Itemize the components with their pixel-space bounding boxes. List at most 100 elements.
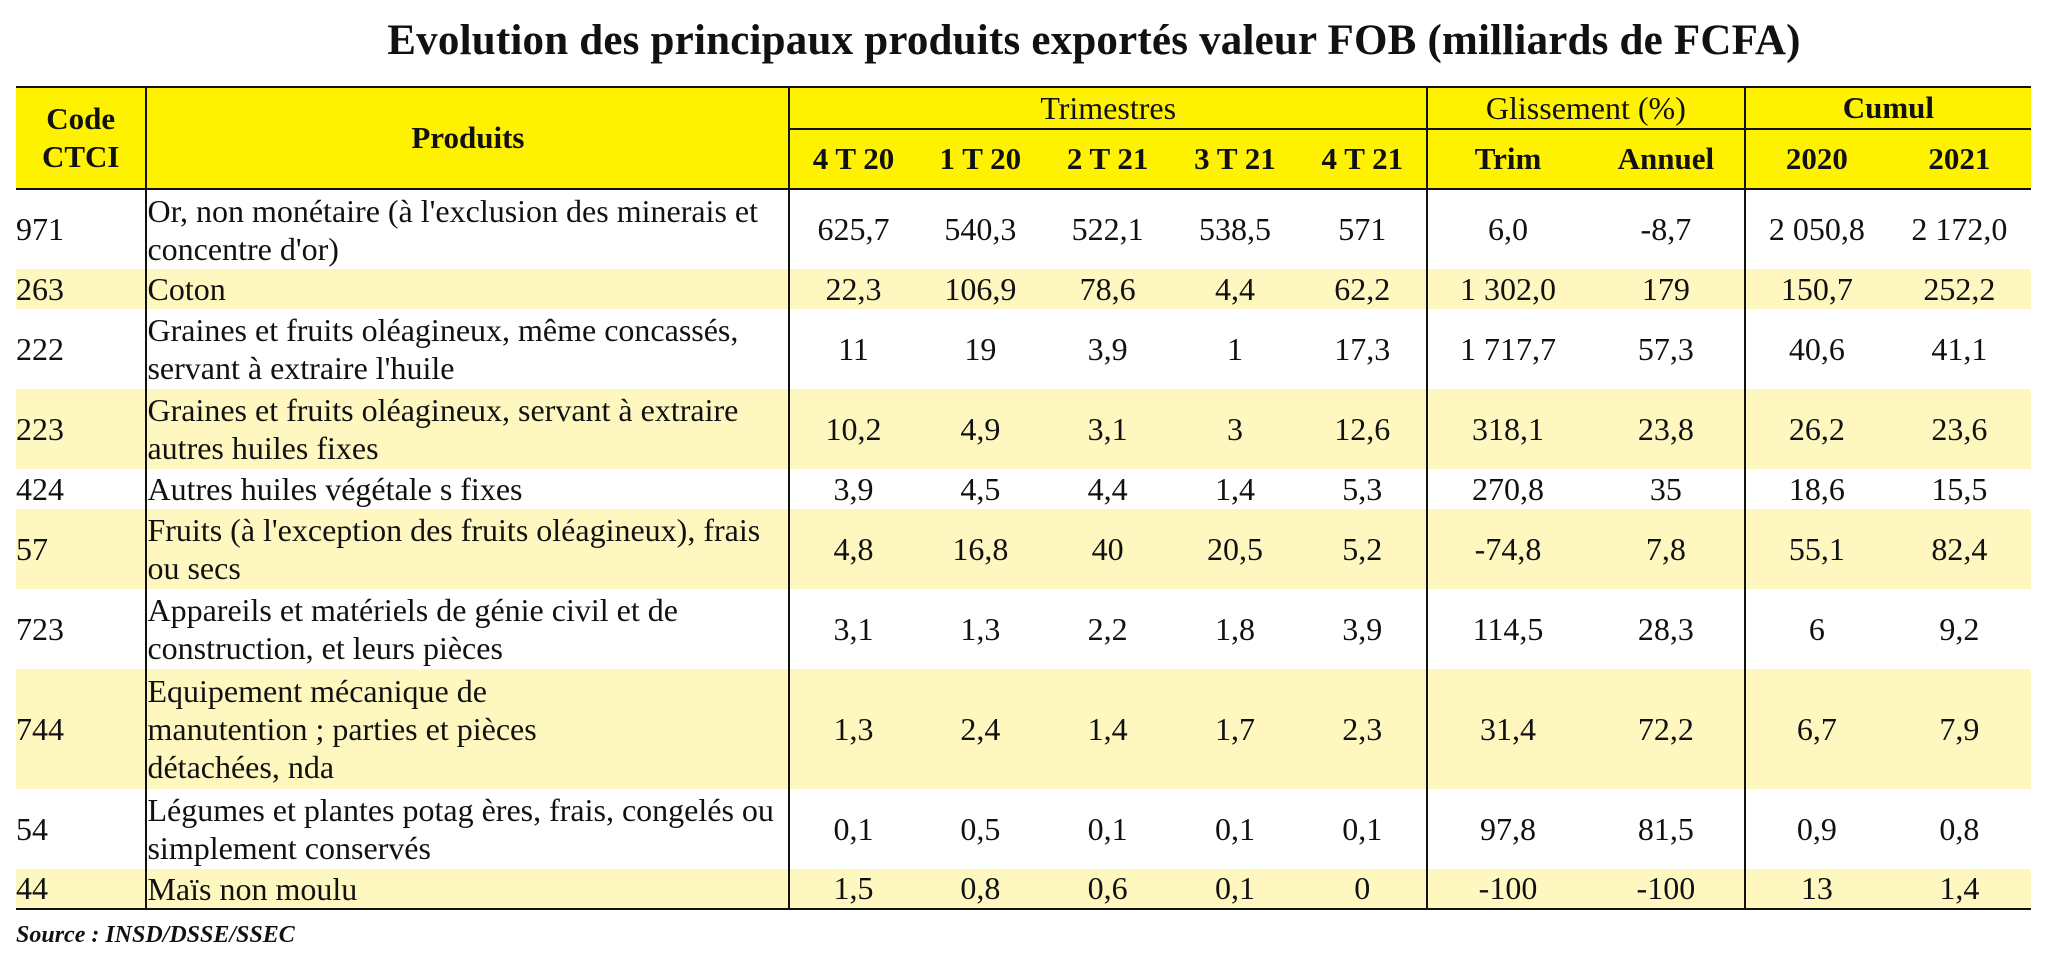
cell-value: 0,6 <box>1043 869 1172 910</box>
cell-value: 15,5 <box>1931 470 1988 507</box>
cell-produit: Autres huiles végétale s fixes <box>146 469 791 509</box>
cell-value: 150,7 <box>1780 270 1853 307</box>
cell-value: 1,4 <box>1087 710 1128 747</box>
cell-value: 10,2 <box>825 410 882 447</box>
cell-value: 17,3 <box>1298 309 1429 389</box>
cell-value: 3,9 <box>1298 589 1429 669</box>
cell-value: 57,3 <box>1587 309 1746 389</box>
cell-code: 263 <box>16 269 148 309</box>
header-sub: Trim <box>1474 141 1542 176</box>
cell-value: 4,8 <box>833 530 874 567</box>
cell-value: 179 <box>1587 269 1746 309</box>
cell-value: 0 <box>1298 869 1429 910</box>
cell-value: 78,6 <box>1079 270 1136 307</box>
cell-value: 35 <box>1587 469 1746 509</box>
cell-value: 114,5 <box>1472 610 1544 647</box>
table-row: 54 Légumes et plantes potag ères, frais,… <box>16 789 2031 869</box>
cell-value: 3,9 <box>833 470 874 507</box>
cell-value: 1,5 <box>789 869 917 910</box>
header-sub: 2021 <box>1928 141 1991 176</box>
header-code: Code CTCI <box>16 86 148 189</box>
cell-value: 1 302,0 <box>1460 270 1556 307</box>
cell-value: 2 050,8 <box>1744 188 1888 269</box>
table-row: 971 Or, non monétaire (à l'exclusion des… <box>16 188 2031 269</box>
cell-produit: Légumes et plantes potag ères, frais, co… <box>146 789 791 869</box>
cell-value: 20,5 <box>1206 530 1263 567</box>
cell-value: 23,6 <box>1931 410 1988 447</box>
cell-value: 4,4 <box>1214 270 1255 307</box>
cell-value: 97,8 <box>1480 810 1536 847</box>
cell-value: 9,2 <box>1939 610 1980 647</box>
table-row: 223 Graines et fruits oléagineux, servan… <box>16 389 2031 469</box>
header-sub: Annuel <box>1587 129 1746 189</box>
cell-value: 40,6 <box>1788 330 1845 367</box>
header-row-groups: Code CTCI Produits Trimestres Glissement… <box>16 86 2031 189</box>
cell-value: 0,9 <box>1796 810 1837 847</box>
cell-value: 81,5 <box>1587 789 1746 869</box>
cell-produit: Graines et fruits oléagineux, même conca… <box>146 309 791 389</box>
cell-value: -100 <box>1427 869 1588 910</box>
cell-code: 971 <box>16 188 148 269</box>
cell-value: 16,8 <box>952 530 1009 567</box>
cell-value: 522,1 <box>1043 188 1172 269</box>
cell-value: 13 <box>1744 869 1888 910</box>
header-sub: 4 T 20 <box>812 141 895 176</box>
table-row: 57 Fruits (à l'exception des fruits oléa… <box>16 509 2031 589</box>
cell-value: 0,1 <box>1214 810 1255 847</box>
cell-value: 31,4 <box>1480 710 1536 747</box>
cell-value: 23,8 <box>1587 389 1746 469</box>
cell-value: 12,6 <box>1298 389 1429 469</box>
cell-value: 571 <box>1298 188 1429 269</box>
cell-produit: Coton <box>146 269 791 309</box>
table-row: 723 Appareils et matériels de génie civi… <box>16 589 2031 669</box>
cell-value: 3 <box>1226 410 1243 447</box>
header-sub: 3 T 21 <box>1194 141 1276 176</box>
cell-value: 1,7 <box>1214 710 1255 747</box>
header-produits: Produits <box>146 86 791 189</box>
table-row: 44 Maïs non moulu 1,5 0,8 0,6 0,1 0 -100… <box>16 869 2031 910</box>
cell-value: 1,4 <box>1214 470 1255 507</box>
cell-value: 2 172,0 <box>1887 188 2031 269</box>
cell-value: 18,6 <box>1788 470 1845 507</box>
cell-value: -8,7 <box>1587 188 1746 269</box>
cell-value: 0,8 <box>916 869 1044 910</box>
header-sub: 1 T 20 <box>939 141 1022 176</box>
cell-value: 1,8 <box>1214 610 1255 647</box>
cell-code: 223 <box>16 389 148 469</box>
cell-code: 222 <box>16 309 148 389</box>
cell-value: 6,7 <box>1796 710 1837 747</box>
cell-value: 6 <box>1808 610 1825 647</box>
cell-value: 1,4 <box>1887 869 2031 910</box>
cell-value: 7,8 <box>1587 509 1746 589</box>
cell-produit: Appareils et matériels de génie civil et… <box>146 589 791 669</box>
cell-code: 723 <box>16 589 148 669</box>
cell-value: 0,8 <box>1939 810 1980 847</box>
cell-code: 424 <box>16 469 148 509</box>
cell-value: -74,8 <box>1474 530 1542 567</box>
cell-value: 2,3 <box>1298 669 1429 789</box>
header-sub: 2 T 21 <box>1066 141 1149 176</box>
table-title: Evolution des principaux produits export… <box>387 17 1801 64</box>
cell-value: 22,3 <box>825 270 882 307</box>
cell-produit: Graines et fruits oléagineux, servant à … <box>146 389 791 469</box>
cell-value: 82,4 <box>1931 530 1988 567</box>
cell-value: 4,5 <box>960 470 1001 507</box>
cell-produit: Fruits (à l'exception des fruits oléagin… <box>146 509 791 589</box>
cell-value: 72,2 <box>1587 669 1746 789</box>
cell-value: 270,8 <box>1472 470 1544 507</box>
cell-value: 4,9 <box>960 410 1001 447</box>
cell-value: 3,1 <box>1087 410 1128 447</box>
cell-value: 3,9 <box>1087 330 1128 367</box>
header-trimestres: Trimestres <box>789 86 1429 130</box>
cell-value: 106,9 <box>944 270 1017 307</box>
cell-value: 3,1 <box>833 610 874 647</box>
exports-table: Code CTCI Produits Trimestres Glissement… <box>16 86 2031 910</box>
cell-code: 44 <box>16 869 148 910</box>
cell-value: 252,2 <box>1923 270 1996 307</box>
cell-value: 1,3 <box>833 710 874 747</box>
cell-value: 1 717,7 <box>1460 330 1556 367</box>
header-sub: 4 T 21 <box>1298 129 1429 189</box>
cell-value: 625,7 <box>789 188 917 269</box>
table-row: 263 Coton 22,3 106,9 78,6 4,4 62,2 1 302… <box>16 269 2031 309</box>
cell-value: 2,4 <box>960 710 1001 747</box>
